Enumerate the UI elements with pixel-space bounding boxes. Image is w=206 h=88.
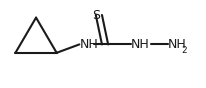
Text: S: S bbox=[92, 9, 100, 22]
Text: 2: 2 bbox=[181, 46, 187, 55]
Text: NH: NH bbox=[131, 38, 150, 51]
Text: NH: NH bbox=[79, 38, 98, 51]
Text: NH: NH bbox=[168, 38, 187, 51]
